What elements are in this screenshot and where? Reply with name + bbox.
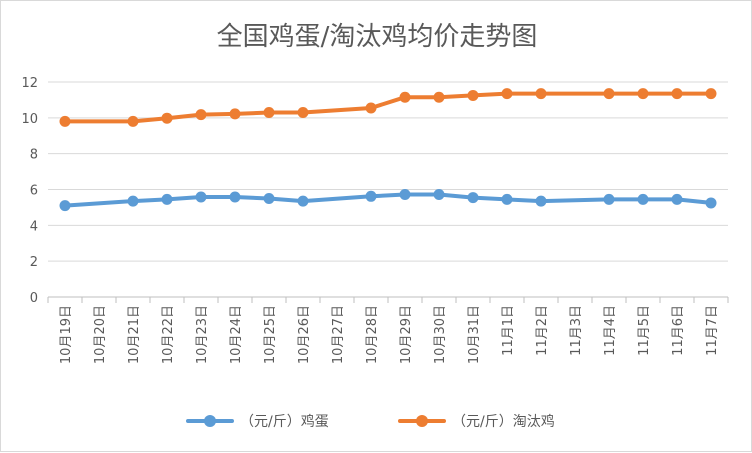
data-point <box>263 192 275 204</box>
y-tick-label: 4 <box>30 219 38 234</box>
data-point <box>535 195 547 207</box>
data-point <box>195 191 207 203</box>
data-point <box>127 195 139 207</box>
x-tick-label: 10月26日 <box>297 305 312 364</box>
x-tick-label: 10月24日 <box>229 305 244 364</box>
data-point <box>501 193 513 205</box>
chart-title: 全国鸡蛋/淘汰鸡均价走势图 <box>217 22 538 52</box>
data-point <box>535 88 547 100</box>
data-point <box>501 88 513 100</box>
x-tick-label: 10月25日 <box>263 305 278 364</box>
data-point <box>263 106 275 118</box>
data-point <box>637 88 649 100</box>
legend-item-1: （元/斤）淘汰鸡 <box>398 413 555 430</box>
x-tick-label: 10月22日 <box>161 305 176 364</box>
data-point <box>59 200 71 212</box>
x-tick-label: 10月31日 <box>467 305 482 364</box>
data-point <box>365 102 377 114</box>
x-tick-label: 10月23日 <box>195 305 210 364</box>
data-point <box>671 193 683 205</box>
data-point <box>603 193 615 205</box>
data-point <box>433 91 445 103</box>
legend-swatch-marker <box>204 415 216 427</box>
x-tick-label: 10月21日 <box>127 305 142 364</box>
legend-item-0: （元/斤）鸡蛋 <box>186 413 329 430</box>
data-point <box>671 88 683 100</box>
data-point <box>705 197 717 209</box>
x-tick-label: 11月5日 <box>637 305 652 356</box>
y-tick-label: 6 <box>30 184 38 199</box>
x-tick-label: 11月7日 <box>705 305 720 356</box>
x-tick-label: 10月19日 <box>59 305 74 364</box>
x-tick-label: 10月27日 <box>331 305 346 364</box>
x-tick-label: 11月1日 <box>501 305 516 356</box>
x-tick-label: 10月28日 <box>365 305 380 364</box>
x-tick-label: 10月30日 <box>433 305 448 364</box>
y-tick-label: 12 <box>21 76 38 91</box>
series-1 <box>59 88 717 127</box>
data-point <box>365 190 377 202</box>
data-point <box>705 88 717 100</box>
legend: （元/斤）鸡蛋 （元/斤）淘汰鸡 <box>186 413 555 430</box>
gridlines <box>48 81 728 262</box>
data-point <box>161 112 173 124</box>
y-tick-label: 0 <box>30 291 38 306</box>
data-point <box>297 106 309 118</box>
data-point <box>603 88 615 100</box>
data-point <box>59 115 71 127</box>
x-tick-label: 11月3日 <box>569 305 584 356</box>
x-tick-label: 11月6日 <box>671 305 686 356</box>
x-tick-label: 10月20日 <box>93 305 108 364</box>
data-point <box>127 115 139 127</box>
data-point <box>161 193 173 205</box>
data-point <box>433 189 445 201</box>
data-point <box>399 91 411 103</box>
x-tick-label: 11月2日 <box>535 305 550 356</box>
data-point <box>637 193 649 205</box>
data-point <box>229 108 241 120</box>
axes: 0 2 4 6 8 10 12 10月19日 10月20日 10月21日 10月22日 10月23日 1… <box>21 76 729 364</box>
y-tick-label: 8 <box>30 148 38 163</box>
x-tick-label: 10月29日 <box>399 305 414 364</box>
series-layer <box>59 88 717 212</box>
legend-swatch-marker <box>416 415 428 427</box>
legend-label: （元/斤）鸡蛋 <box>240 413 329 430</box>
data-point <box>467 89 479 101</box>
y-tick-label: 10 <box>21 112 38 127</box>
y-tick-label: 2 <box>30 255 38 270</box>
x-tick-label: 11月4日 <box>603 305 618 356</box>
legend-label: （元/斤）淘汰鸡 <box>452 413 555 430</box>
data-point <box>195 109 207 121</box>
data-point <box>399 189 411 201</box>
data-point <box>229 191 241 203</box>
data-point <box>297 195 309 207</box>
series-0 <box>59 189 717 212</box>
data-point <box>467 192 479 204</box>
